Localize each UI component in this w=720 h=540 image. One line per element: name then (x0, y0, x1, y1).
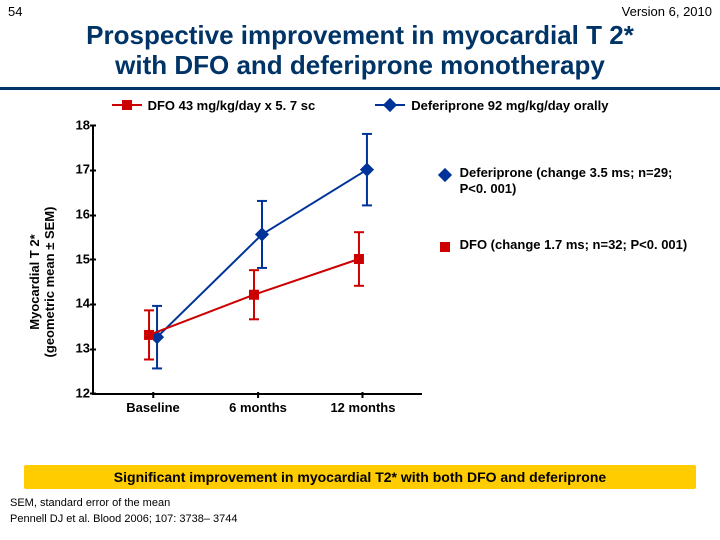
footnote-citation: Pennell DJ et al. Blood 2006; 107: 3738–… (0, 511, 720, 527)
ylabel-line2: (geometric mean ± SEM) (42, 206, 57, 357)
y-tick: 18 (64, 117, 90, 132)
legend-defer-label: Deferiprone 92 mg/kg/day orally (411, 98, 608, 113)
version-label: Version 6, 2010 (622, 4, 712, 19)
y-tick: 16 (64, 207, 90, 222)
y-tick: 12 (64, 385, 90, 400)
annotation-defer-text: Deferiprone (change 3.5 ms; n=29; P<0. 0… (460, 165, 690, 198)
footnote-sem: SEM, standard error of the mean (0, 495, 720, 511)
legend-dfo: DFO 43 mg/kg/day x 5. 7 sc (112, 98, 316, 113)
summary-banner: Significant improvement in myocardial T2… (24, 465, 696, 489)
title-line-2: with DFO and deferiprone monotherapy (40, 51, 680, 81)
chart-legend: DFO 43 mg/kg/day x 5. 7 sc Deferiprone 9… (0, 96, 720, 117)
x-tick: 12 months (330, 400, 395, 415)
chart-area: Myocardial T 2* (geometric mean ± SEM) 1… (0, 117, 720, 447)
square-icon (440, 242, 450, 252)
legend-dfo-label: DFO 43 mg/kg/day x 5. 7 sc (148, 98, 316, 113)
annotation-deferiprone: Deferiprone (change 3.5 ms; n=29; P<0. 0… (440, 165, 700, 198)
legend-dfo-marker (112, 100, 142, 110)
legend-defer-marker (375, 100, 405, 110)
annotation-dfo-text: DFO (change 1.7 ms; n=32; P<0. 001) (460, 237, 690, 253)
title-line-1: Prospective improvement in myocardial T … (40, 21, 680, 51)
ylabel-line1: Myocardial T 2* (27, 234, 42, 329)
diamond-icon (438, 168, 452, 182)
y-tick: 17 (64, 162, 90, 177)
slide-header: 54 Version 6, 2010 (0, 0, 720, 19)
y-tick: 13 (64, 341, 90, 356)
series-svg (94, 125, 422, 393)
annotation-dfo: DFO (change 1.7 ms; n=32; P<0. 001) (440, 237, 700, 256)
x-tick: 6 months (229, 400, 287, 415)
title-underline (0, 87, 720, 90)
x-tick: Baseline (126, 400, 179, 415)
plot-region: 12131415161718Baseline6 months12 months (92, 125, 422, 395)
page-number: 54 (8, 4, 22, 19)
y-tick: 15 (64, 251, 90, 266)
y-axis-label: Myocardial T 2* (geometric mean ± SEM) (27, 206, 57, 357)
slide-title: Prospective improvement in myocardial T … (0, 19, 720, 87)
y-tick: 14 (64, 296, 90, 311)
legend-defer: Deferiprone 92 mg/kg/day orally (375, 98, 608, 113)
